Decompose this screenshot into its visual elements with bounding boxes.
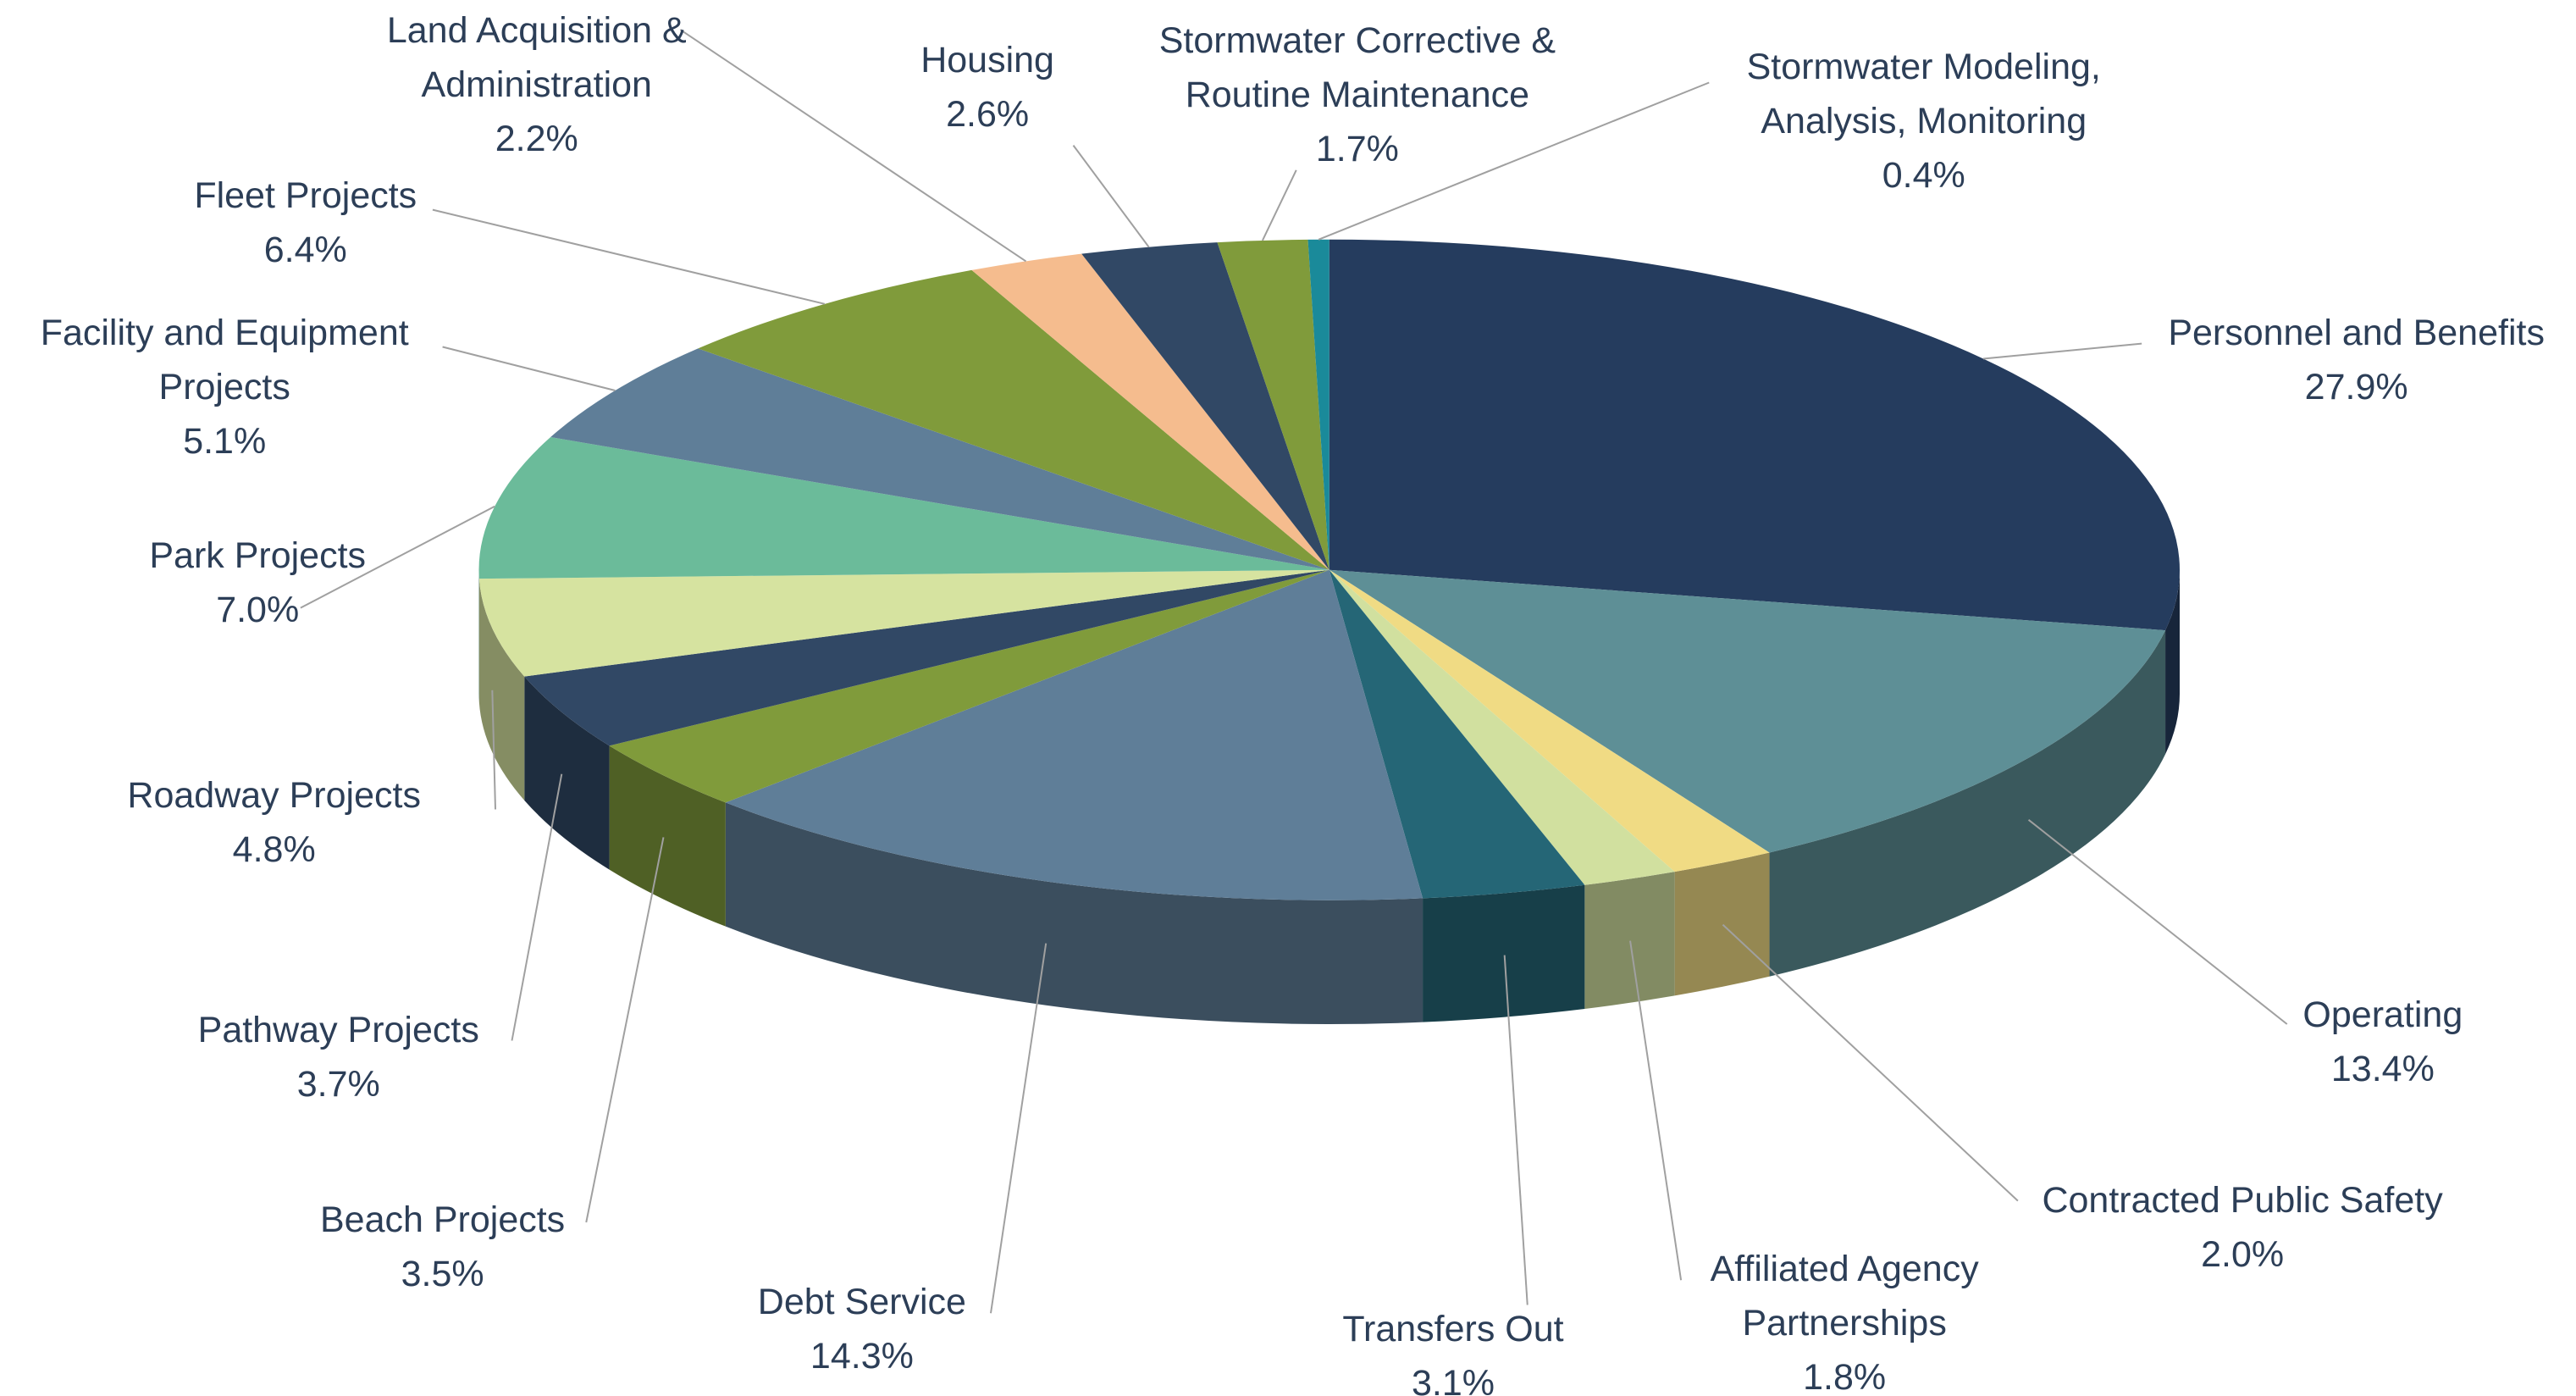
slice-label: Roadway Projects 4.8% [10, 768, 539, 877]
value-label: 2.2% [495, 118, 578, 159]
value-label: 7.0% [216, 590, 300, 630]
leader-line [511, 773, 563, 1041]
leader-line [1982, 342, 2142, 360]
value-label: 0.4% [1882, 154, 1965, 196]
category-label: Land Acquisition & Administration [386, 9, 687, 105]
category-label: Stormwater Corrective & Routine Maintena… [1158, 19, 1556, 115]
value-label: 4.8% [232, 828, 316, 870]
category-label: Facility and Equipment Projects [40, 312, 409, 407]
leader-line [679, 29, 1027, 263]
slice [524, 569, 1329, 746]
slice-label: Operating 13.4% [2119, 988, 2576, 1096]
value-label: 3.7% [296, 1063, 380, 1105]
slice [550, 348, 1329, 570]
leader-line [1722, 923, 2019, 1202]
slice-label: Land Acquisition & Administration 2.2% [355, 3, 718, 166]
category-label: Transfers Out [1342, 1308, 1564, 1349]
leader-line [1318, 81, 1710, 241]
slice-label: Debt Service 14.3% [598, 1275, 1126, 1383]
leader-line [1261, 169, 1297, 241]
slice [1081, 242, 1329, 570]
slice [1329, 569, 1675, 885]
slice [1329, 239, 2180, 631]
slice-label: Housing 2.6% [864, 33, 1112, 141]
slice-side [478, 579, 525, 800]
category-label: Roadway Projects [127, 774, 421, 816]
category-label: Stormwater Modeling, Analysis, Monitorin… [1746, 46, 2101, 141]
value-label: 3.1% [1411, 1362, 1495, 1396]
slice-label: Stormwater Modeling, Analysis, Monitorin… [1701, 40, 2148, 202]
slice-label: Stormwater Corrective & Routine Maintena… [1133, 14, 1582, 176]
value-label: 6.4% [263, 229, 347, 270]
category-label: Park Projects [149, 535, 367, 576]
value-label: 3.5% [401, 1253, 484, 1294]
slice-side [1769, 630, 2166, 977]
slice [725, 569, 1423, 900]
slice [478, 437, 1329, 579]
slice [1329, 569, 2166, 853]
value-label: 2.0% [2201, 1233, 2285, 1275]
slice-side [609, 745, 726, 927]
value-label: 1.8% [1803, 1357, 1887, 1396]
category-label: Personnel and Benefits [2168, 312, 2545, 353]
slice-label: Fleet Projects 6.4% [41, 169, 570, 277]
value-label: 14.3% [810, 1336, 914, 1377]
value-label: 1.7% [1315, 128, 1399, 169]
slice-side [2165, 569, 2180, 755]
value-label: 2.6% [946, 94, 1030, 135]
value-label: 27.9% [2304, 366, 2408, 407]
slice-label: Personnel and Benefits 27.9% [2092, 306, 2576, 414]
leader-line [2027, 819, 2288, 1025]
slice-label: Facility and Equipment Projects 5.1% [8, 306, 441, 468]
slice-label: Beach Projects 3.5% [179, 1193, 707, 1301]
category-label: Fleet Projects [194, 174, 417, 216]
leader-line [1503, 955, 1528, 1305]
category-label: Beach Projects [319, 1199, 566, 1240]
slice-label: Transfers Out 3.1% [1189, 1302, 1717, 1396]
leader-line [1072, 145, 1150, 248]
slice-side [1674, 852, 1770, 996]
slice [478, 569, 1329, 677]
category-label: Housing [920, 40, 1054, 80]
leader-line [585, 837, 665, 1223]
leader-line [442, 346, 616, 391]
category-label: Affiliated Agency Partnerships [1710, 1249, 1979, 1344]
leader-line [300, 505, 495, 609]
slice [698, 269, 1329, 570]
slice-side [1584, 872, 1675, 1009]
leader-line [491, 690, 496, 810]
slice [1329, 569, 1585, 899]
slice [1217, 239, 1329, 570]
category-label: Operating [2302, 994, 2463, 1036]
category-label: Contracted Public Safety [2042, 1179, 2443, 1221]
slice [971, 253, 1329, 570]
value-label: 13.4% [2330, 1049, 2435, 1090]
slice-side [524, 676, 610, 870]
category-label: Pathway Projects [197, 1009, 479, 1050]
slice [1329, 569, 1770, 872]
slice [609, 569, 1329, 803]
leader-line [432, 208, 826, 305]
slice-label: Contracted Public Safety 2.0% [1978, 1173, 2507, 1282]
slice [1307, 239, 1329, 570]
value-label: 5.1% [183, 420, 267, 462]
slice-side [1423, 884, 1585, 1022]
slice-label: Park Projects 7.0% [0, 529, 522, 637]
slice-label: Affiliated Agency Partnerships 1.8% [1675, 1242, 2014, 1396]
leader-line [990, 943, 1048, 1314]
leader-line [1629, 940, 1683, 1281]
slice-label: Pathway Projects 3.7% [75, 1003, 603, 1111]
slice-side [725, 802, 1423, 1024]
category-label: Debt Service [757, 1282, 966, 1323]
